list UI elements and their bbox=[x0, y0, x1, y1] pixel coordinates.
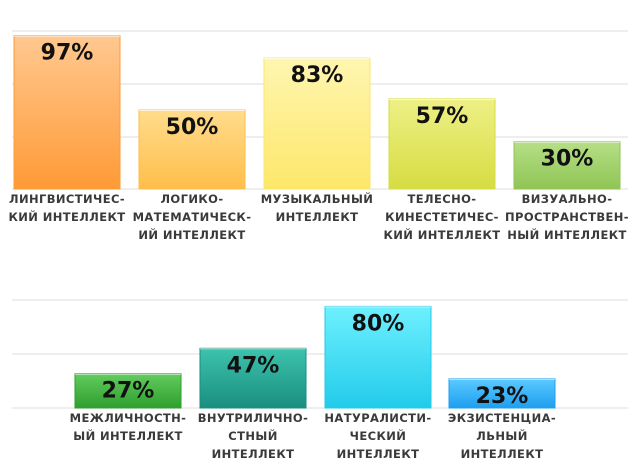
value-label: 80% bbox=[352, 311, 405, 336]
category-label: ВИЗУАЛЬНО-ПРОСТРАНСТВЕН-НЫЙ ИНТЕЛЛЕКТ bbox=[505, 192, 629, 242]
category-label: МУЗЫКАЛЬНЫЙ ИНТЕЛЛЕКТ bbox=[261, 191, 374, 224]
bar-top-2 bbox=[138, 109, 246, 190]
value-label: 30% bbox=[541, 147, 594, 172]
bar-top-5 bbox=[513, 141, 621, 190]
bar-bottom-3 bbox=[324, 305, 432, 409]
value-label: 27% bbox=[102, 379, 155, 404]
category-label: МЕЖЛИЧНОСТН-ЫЙ ИНТЕЛЛЕКТ bbox=[70, 411, 187, 443]
bar-bottom-2 bbox=[199, 347, 307, 409]
category-label: ВНУТРИЛИЧНО-СТНЫЙ ИНТЕЛЛЕКТ bbox=[198, 411, 309, 461]
category-label: ЛИНГВИСТИЧЕС-КИЙ ИНТЕЛЛЕКТ bbox=[8, 192, 125, 224]
bar-bottom-1 bbox=[74, 373, 182, 409]
value-label: 97% bbox=[41, 41, 94, 66]
value-label: 57% bbox=[416, 104, 469, 129]
chart-panel-top: 97% ЛИНГВИСТИЧЕС-КИЙ ИНТЕЛЛЕКТ 50% ЛОГИКО-М… bbox=[8, 30, 629, 242]
category-label: ЛОГИКО-МАТЕМАТИЧЕСК-ИЙ ИНТЕЛЛЕКТ bbox=[133, 192, 252, 242]
bar-bottom-4 bbox=[448, 378, 556, 409]
value-label: 23% bbox=[476, 384, 529, 409]
value-label: 50% bbox=[166, 115, 219, 140]
bar-top-1 bbox=[13, 35, 121, 190]
category-label: ТЕЛЕСНО-КИНЕСТЕТИЧЕС-КИЙ ИНТЕЛЛЕКТ bbox=[383, 192, 500, 242]
chart-panel-bottom: 27% МЕЖЛИЧНОСТН-ЫЙ ИНТЕЛЛЕКТ 47% ВНУТРИЛИЧН… bbox=[12, 299, 628, 461]
category-label: ЭКЗИСТЕНЦИА-ЛЬНЫЙ ИНТЕЛЛЕКТ bbox=[448, 411, 556, 461]
bar-top-4 bbox=[388, 98, 496, 190]
category-label: НАТУРАЛИСТИ-ЧЕСКИЙ ИНТЕЛЛЕКТ bbox=[324, 411, 431, 461]
value-label: 47% bbox=[227, 353, 280, 378]
bar-top-3 bbox=[263, 57, 371, 190]
value-label: 83% bbox=[291, 63, 344, 88]
